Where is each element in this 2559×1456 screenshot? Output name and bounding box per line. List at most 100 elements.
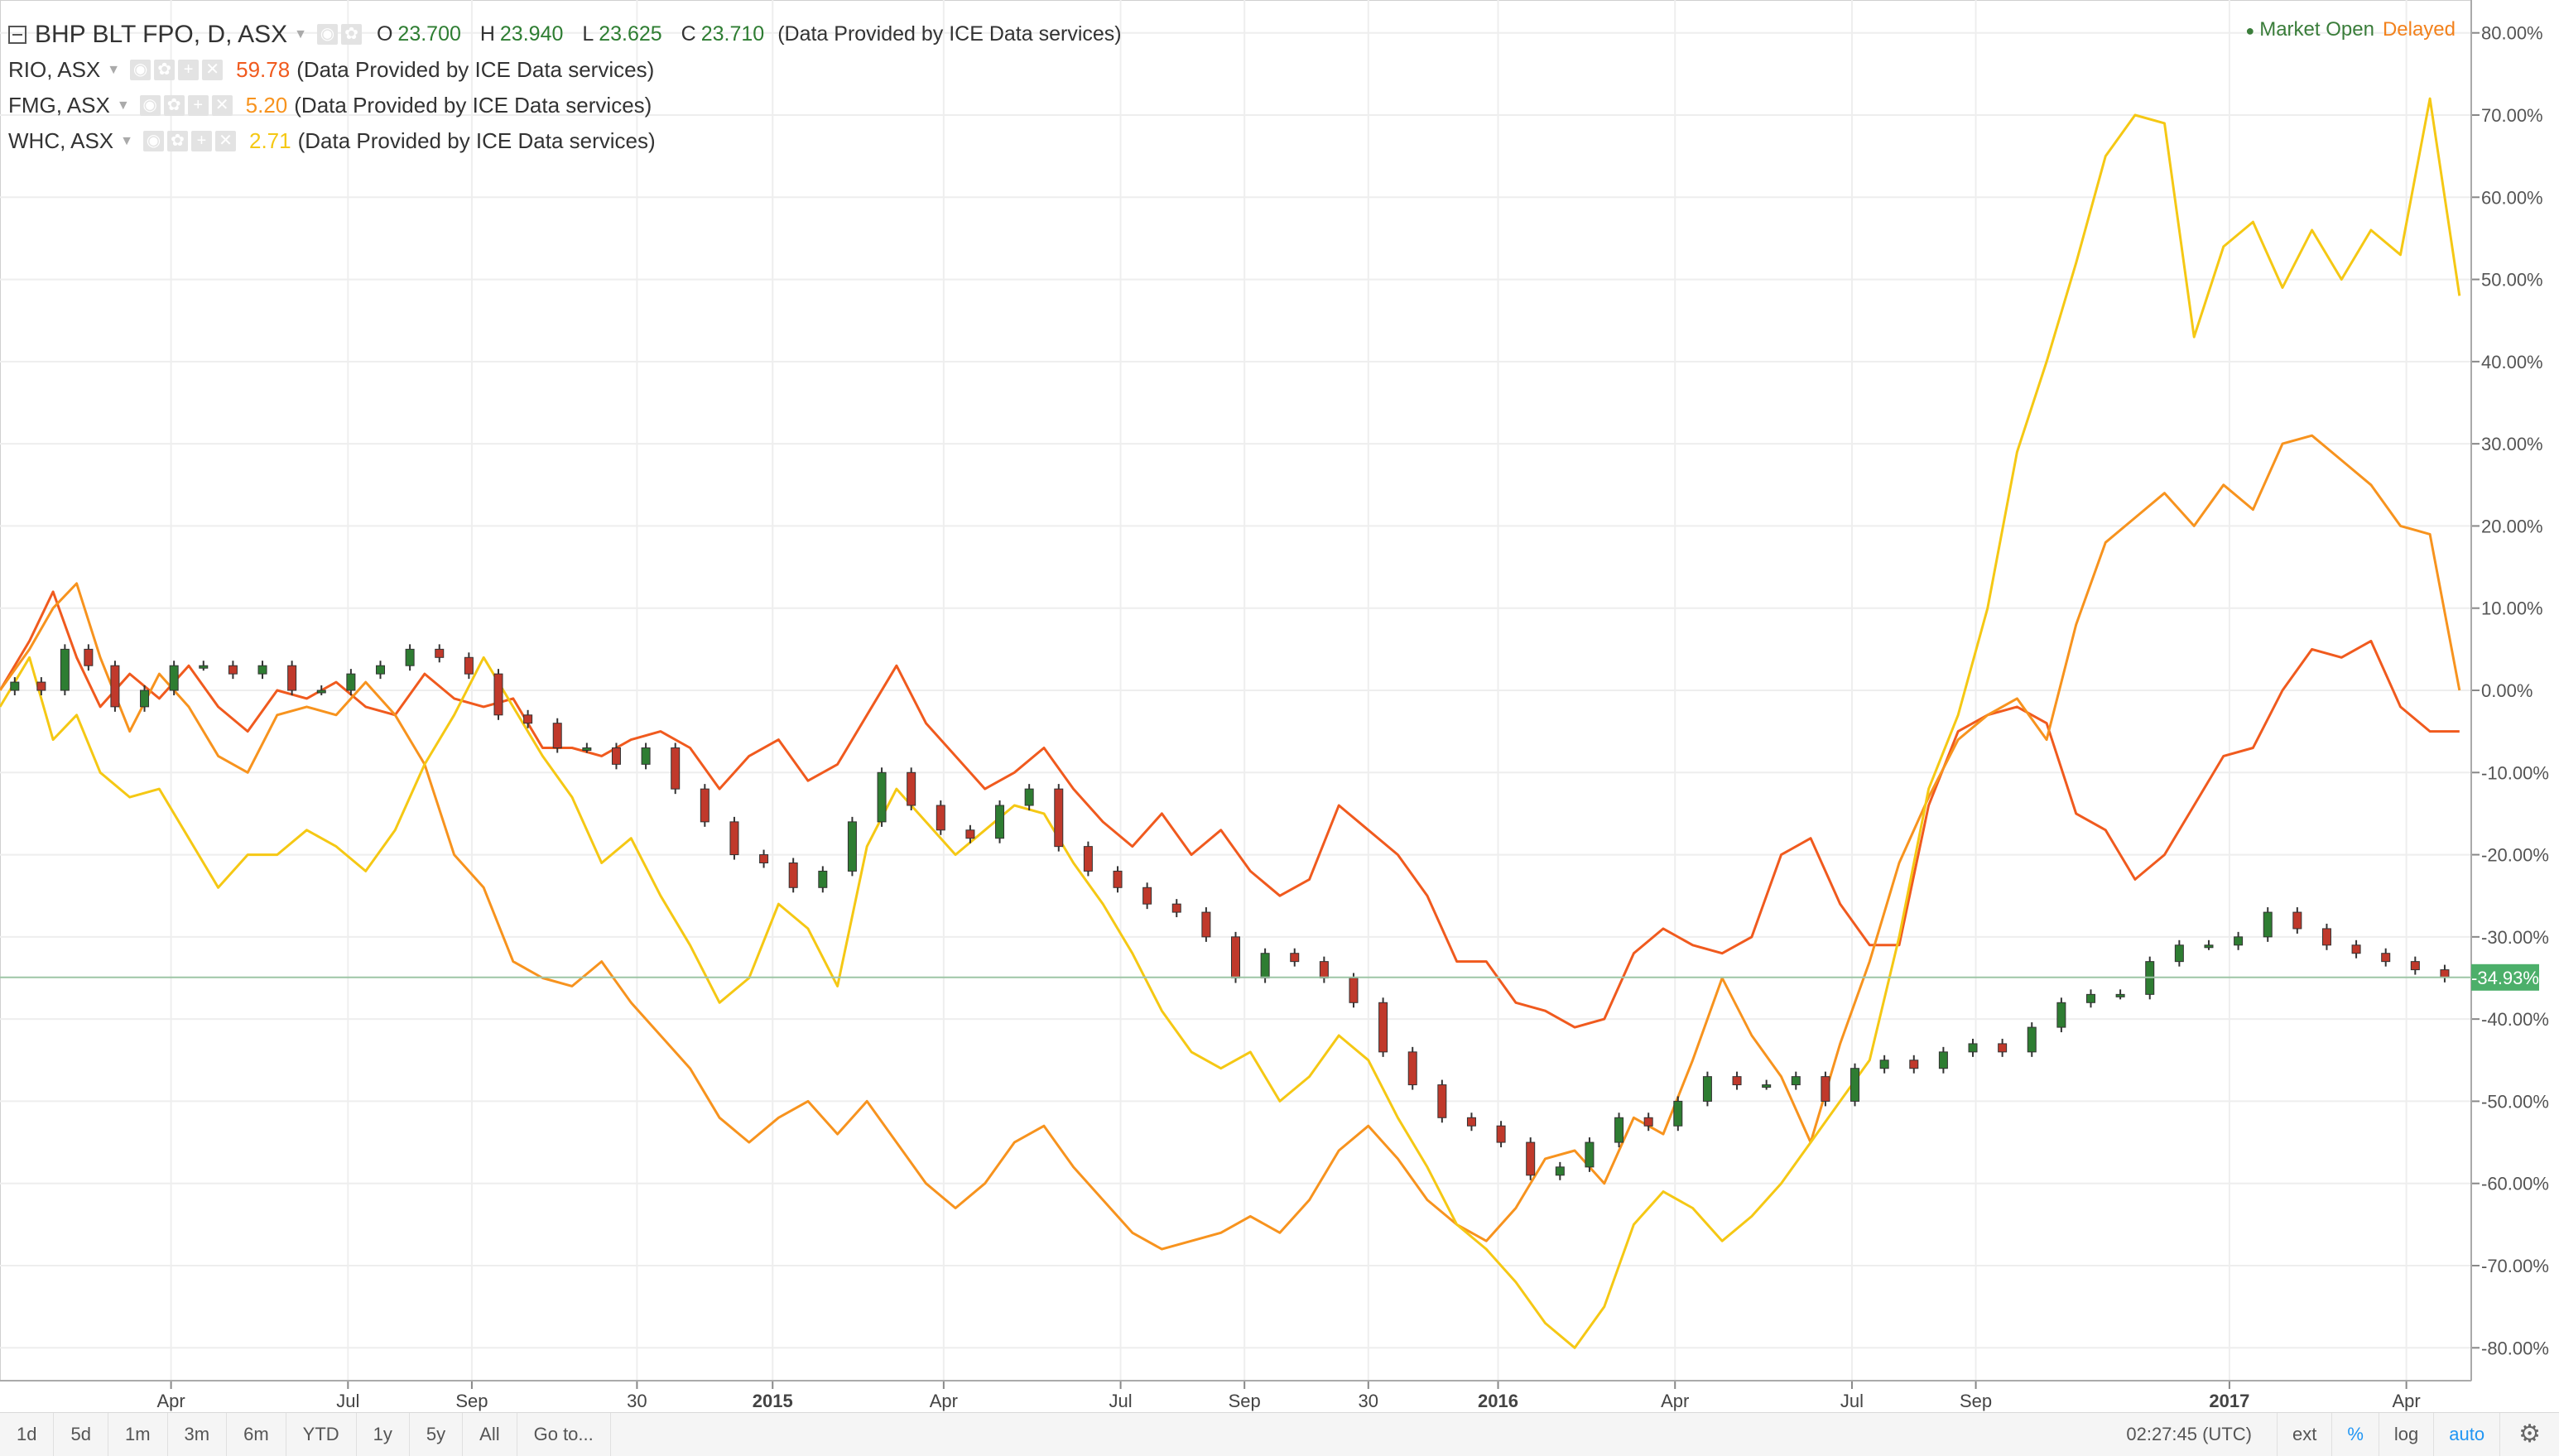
market-status: ● Market Open Delayed <box>2245 18 2456 41</box>
ohlc-open-value: 23.700 <box>397 22 461 46</box>
legend-symbol[interactable]: RIO, ASX <box>8 57 101 82</box>
settings-icon[interactable]: ✿ <box>154 60 176 80</box>
candle <box>257 665 267 675</box>
candle <box>1113 870 1123 888</box>
range-6m[interactable]: 6m <box>227 1413 286 1456</box>
range-1d[interactable]: 1d <box>0 1413 55 1456</box>
candle <box>1083 846 1093 872</box>
candle <box>1526 1141 1536 1176</box>
add-icon[interactable]: + <box>190 131 212 151</box>
legend-symbol[interactable]: WHC, ASX <box>8 128 114 153</box>
candle <box>1673 1100 1683 1127</box>
candle <box>1850 1068 1860 1102</box>
y-tick-label: 80.00% <box>2481 23 2543 44</box>
toggle-percent[interactable]: % <box>2331 1413 2379 1456</box>
range-all[interactable]: All <box>463 1413 517 1456</box>
range-3m[interactable]: 3m <box>168 1413 228 1456</box>
candle <box>84 648 94 666</box>
gear-icon[interactable]: ⚙ <box>2499 1413 2559 1456</box>
data-source: (Data Provided by ICE Data services) <box>294 93 652 118</box>
candle <box>936 805 945 831</box>
candle <box>877 771 887 823</box>
candle <box>995 805 1005 839</box>
range-5d[interactable]: 5d <box>54 1413 108 1456</box>
candles-bhp <box>10 644 2450 1180</box>
range-ytd[interactable]: YTD <box>286 1413 357 1456</box>
eye-icon[interactable]: ◉ <box>130 60 152 80</box>
collapse-icon[interactable] <box>8 25 26 44</box>
candle <box>2351 944 2361 954</box>
toolbar-right: 02:27:45 (UTC) ext % log auto ⚙ <box>2126 1413 2559 1456</box>
settings-icon[interactable]: ✿ <box>163 95 185 116</box>
candle <box>641 747 651 765</box>
main-series-header: BHP BLT FPO, D, ASX ▼ ◉ ✿ O 23.700 H 23.94… <box>8 17 1122 52</box>
candle <box>1437 1084 1447 1118</box>
candle <box>1998 1043 2008 1053</box>
x-tick-label: Jul <box>336 1391 359 1411</box>
series-line-whc <box>0 97 2461 1349</box>
y-tick-label: -50.00% <box>2481 1091 2549 1112</box>
add-icon[interactable]: + <box>178 60 200 80</box>
candle <box>60 648 70 691</box>
add-icon[interactable]: + <box>187 95 209 116</box>
range-5y[interactable]: 5y <box>410 1413 464 1456</box>
candle <box>1466 1117 1476 1127</box>
price-chart[interactable]: 80.00% 70.00% 60.00% 50.00% 40.00% 30.00% 20.0… <box>0 0 2559 1412</box>
candle <box>464 656 474 675</box>
x-tick-label: Apr <box>156 1391 185 1411</box>
legend-value: 59.78 <box>236 57 291 82</box>
close-icon[interactable]: ✕ <box>214 131 236 151</box>
legend-row-rio: RIO, ASX ▼ ◉ ✿ + ✕ 59.78 (Data Provided … <box>8 52 1122 88</box>
legend-row-whc: WHC, ASX ▼ ◉ ✿ + ✕ 2.71 (Data Provided b… <box>8 123 1122 159</box>
chevron-down-icon[interactable]: ▼ <box>294 27 307 41</box>
candle <box>1762 1084 1772 1088</box>
toggle-log[interactable]: log <box>2378 1413 2433 1456</box>
x-tick-label: 30 <box>1359 1391 1378 1411</box>
chevron-down-icon[interactable]: ▼ <box>116 99 130 113</box>
chevron-down-icon[interactable]: ▼ <box>107 63 121 77</box>
legend-row-fmg: FMG, ASX ▼ ◉ ✿ + ✕ 5.20 (Data Provided b… <box>8 88 1122 123</box>
x-tick-label: Sep <box>455 1391 488 1411</box>
bottom-toolbar: 1d 5d 1m 3m 6m YTD 1y 5y All Go to... 02… <box>0 1412 2559 1456</box>
data-source: (Data Provided by ICE Data services) <box>777 22 1122 46</box>
y-tick-label: -30.00% <box>2481 927 2549 948</box>
y-tick-label: -20.00% <box>2481 845 2549 866</box>
settings-icon[interactable]: ✿ <box>166 131 188 151</box>
range-1y[interactable]: 1y <box>357 1413 410 1456</box>
x-tick-label: 2017 <box>2209 1391 2249 1411</box>
settings-icon[interactable]: ✿ <box>340 24 362 45</box>
candle <box>907 771 916 806</box>
last-value-label: -34.93% <box>2471 968 2539 988</box>
legend-value: 2.71 <box>248 128 291 153</box>
chevron-down-icon[interactable]: ▼ <box>120 134 133 148</box>
y-tick-label: 10.00% <box>2481 598 2543 619</box>
goto-button[interactable]: Go to... <box>517 1413 611 1456</box>
candle <box>1290 953 1300 963</box>
candle <box>1171 903 1181 913</box>
toggle-ext[interactable]: ext <box>2276 1413 2331 1456</box>
candle <box>1909 1060 1919 1069</box>
main-symbol[interactable]: BHP BLT FPO, D, ASX <box>35 21 288 48</box>
candle <box>1614 1117 1624 1143</box>
candle <box>1349 978 1359 1003</box>
range-1m[interactable]: 1m <box>108 1413 168 1456</box>
candle <box>2292 911 2302 930</box>
candle <box>316 690 326 694</box>
eye-icon[interactable]: ◉ <box>142 131 164 151</box>
y-tick-label: 30.00% <box>2481 434 2543 454</box>
ohlc-values: O 23.700 H 23.940 L 23.625 C 23.710 <box>377 17 777 52</box>
ohlc-low-value: 23.625 <box>599 22 662 46</box>
candle <box>2410 961 2420 971</box>
legend-symbol[interactable]: FMG, ASX <box>8 93 110 118</box>
candle <box>346 673 356 691</box>
toggle-auto[interactable]: auto <box>2433 1413 2499 1456</box>
candle <box>1555 1166 1565 1176</box>
y-tick-label: -40.00% <box>2481 1009 2549 1030</box>
candle <box>1879 1060 1889 1069</box>
x-tick-label: Jul <box>1840 1391 1864 1411</box>
close-icon[interactable]: ✕ <box>202 60 224 80</box>
eye-icon[interactable]: ◉ <box>139 95 161 116</box>
close-icon[interactable]: ✕ <box>211 95 233 116</box>
eye-icon[interactable]: ◉ <box>316 24 338 45</box>
